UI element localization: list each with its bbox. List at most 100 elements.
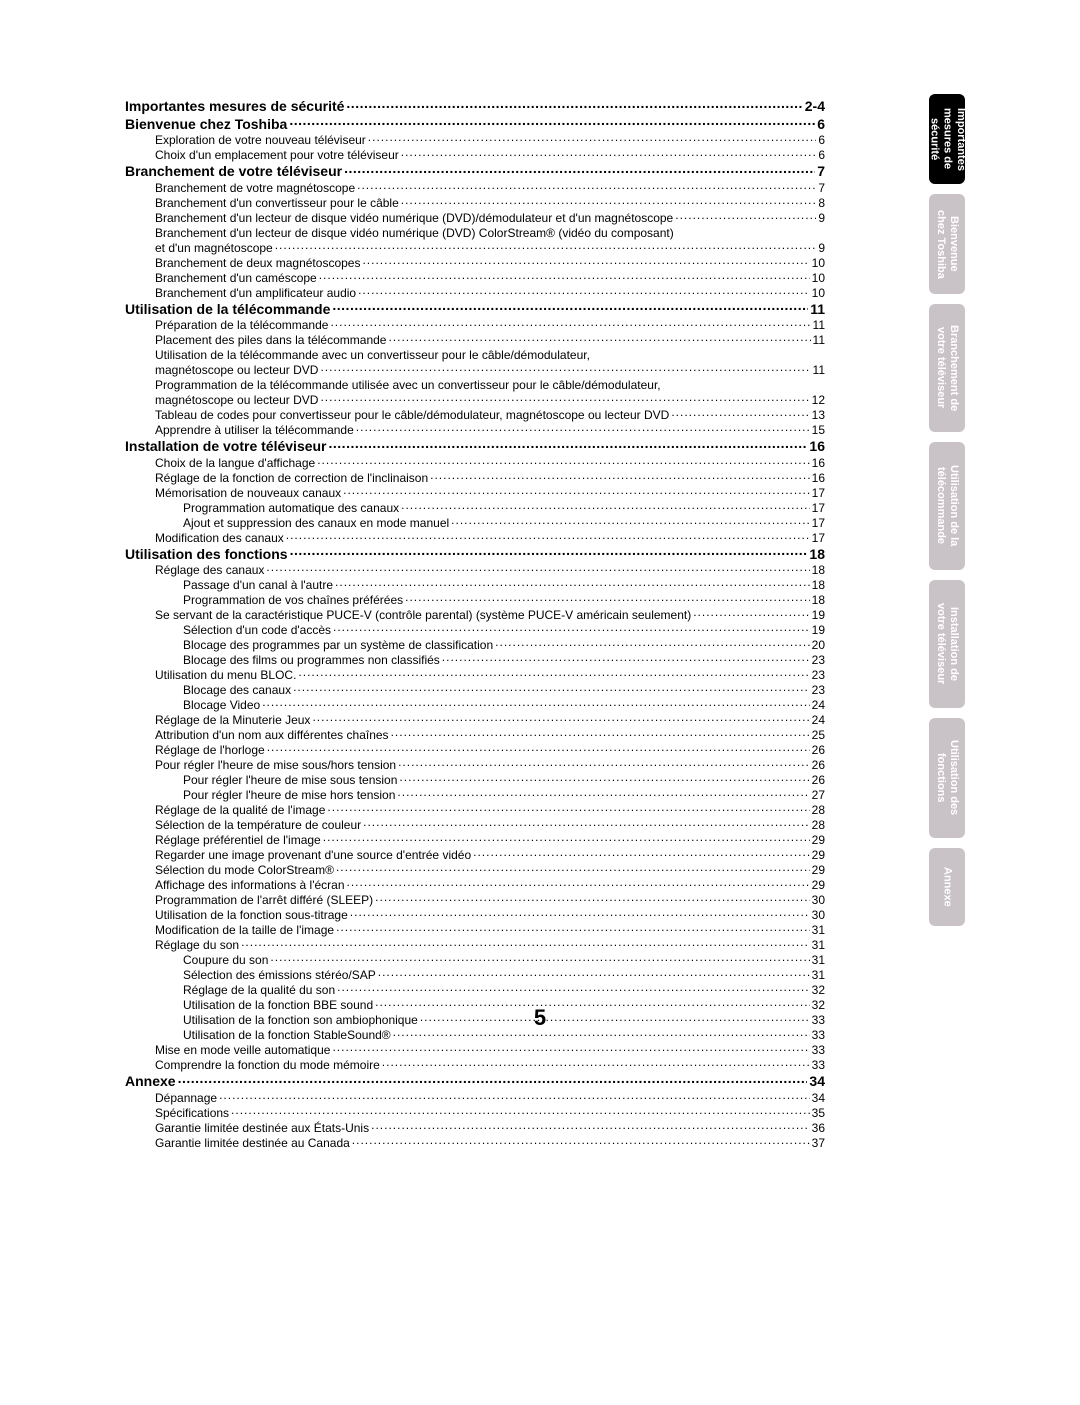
dot-leader <box>286 531 810 543</box>
toc-section-label: Importantes mesures de sécurité <box>125 98 344 116</box>
toc-page: 23 <box>812 683 825 698</box>
toc-page: 7 <box>818 181 825 196</box>
dot-leader <box>219 1091 810 1103</box>
dot-leader <box>323 833 810 845</box>
toc-page: 20 <box>812 638 825 653</box>
toc-sub: Réglage de l'horloge 26 <box>125 743 825 758</box>
toc-label: Programmation de vos chaînes préférées <box>183 593 403 608</box>
dot-leader <box>320 363 810 375</box>
toc-section-label: Branchement de votre téléviseur <box>125 163 342 181</box>
toc-sub: Réglage de la qualité de l'image 28 <box>125 803 825 818</box>
toc-sub: Sélection de la température de couleur 2… <box>125 818 825 833</box>
dot-leader <box>312 713 809 725</box>
toc-label: Blocage des canaux <box>183 683 291 698</box>
toc-label: Branchement d'un lecteur de disque vidéo… <box>155 211 673 226</box>
toc-label: Apprendre à utiliser la télécommande <box>155 423 354 438</box>
toc-label: Réglage des canaux <box>155 563 264 578</box>
toc-page: 31 <box>812 968 825 983</box>
toc-sub: Garantie limitée destinée aux États-Unis… <box>125 1121 825 1136</box>
toc-sub: Utilisation de la fonction sous-titrage … <box>125 908 825 923</box>
dot-leader <box>320 393 809 405</box>
toc-page: 26 <box>812 773 825 788</box>
dot-leader <box>398 758 810 770</box>
dot-leader <box>391 728 810 740</box>
dot-leader <box>319 271 810 283</box>
toc-label: Branchement de votre magnétoscope <box>155 181 355 196</box>
toc-page: 31 <box>812 953 825 968</box>
dot-leader <box>329 438 808 452</box>
dot-leader <box>289 116 815 130</box>
toc-label: Spécifications <box>155 1106 229 1121</box>
toc-label: Coupure du son <box>183 953 268 968</box>
toc-page: 7 <box>817 163 825 181</box>
toc-section: Annexe 34 <box>125 1073 825 1091</box>
toc-page: 18 <box>812 563 825 578</box>
toc-page: 29 <box>812 848 825 863</box>
toc-label: Garantie limitée destinée au Canada <box>155 1136 350 1151</box>
toc-page: 17 <box>812 516 825 531</box>
toc-sub: Spécifications 35 <box>125 1106 825 1121</box>
side-tab: Annexe <box>929 848 965 926</box>
toc-label: Attribution d'un nom aux différentes cha… <box>155 728 389 743</box>
toc-page: 37 <box>812 1136 825 1151</box>
toc-label: Tableau de codes pour convertisseur pour… <box>155 408 669 423</box>
toc-sub: et d'un magnétoscope 9 <box>125 241 825 256</box>
toc-label: Sélection du mode ColorStream® <box>155 863 334 878</box>
toc-page: 12 <box>812 393 825 408</box>
toc-sub: Mise en mode veille automatique 33 <box>125 1043 825 1058</box>
toc-page: 9 <box>818 241 825 256</box>
toc-page: 17 <box>812 501 825 516</box>
toc-subsub: Coupure du son 31 <box>125 953 825 968</box>
toc-page: 18 <box>812 578 825 593</box>
toc-label: Réglage du son <box>155 938 239 953</box>
dot-leader <box>401 148 817 160</box>
vertical-tabs: Importantes mesures de sécuritéBienvenue… <box>929 94 965 926</box>
toc-page: 11 <box>813 363 825 378</box>
toc-label: Réglage de la Minuterie Jeux <box>155 713 310 728</box>
toc-page: 26 <box>812 743 825 758</box>
toc-sub-continuation: Programmation de la télécommande utilisé… <box>125 378 825 393</box>
dot-leader <box>241 938 810 950</box>
toc-sub: Réglage de la fonction de correction de … <box>125 471 825 486</box>
toc-page: 16 <box>809 438 825 456</box>
dot-leader <box>270 953 809 965</box>
side-tab: Utilisation de la télécommande <box>929 442 965 570</box>
toc-label: Branchement de deux magnétoscopes <box>155 256 360 271</box>
toc-sub: Branchement d'un amplificateur audio 10 <box>125 286 825 301</box>
toc-label: Ajout et suppression des canaux en mode … <box>183 516 449 531</box>
toc-label: Sélection des émissions stéréo/SAP <box>183 968 376 983</box>
toc-sub: Sélection du mode ColorStream® 29 <box>125 863 825 878</box>
toc-page: 15 <box>812 423 825 438</box>
toc-subsub: Passage d'un canal à l'autre 18 <box>125 578 825 593</box>
dot-leader <box>375 893 809 905</box>
toc-label: Branchement d'un caméscope <box>155 271 317 286</box>
toc-subsub: Sélection des émissions stéréo/SAP 31 <box>125 968 825 983</box>
toc-page: 18 <box>812 593 825 608</box>
dot-leader <box>275 241 817 253</box>
dot-leader <box>344 163 815 177</box>
toc-page: 13 <box>812 408 825 423</box>
dot-leader <box>368 133 817 145</box>
toc-label: Mémorisation de nouveaux canaux <box>155 486 341 501</box>
dot-leader <box>350 908 810 920</box>
dot-leader <box>352 1136 810 1148</box>
toc-subsub: Blocage des films ou programmes non clas… <box>125 653 825 668</box>
toc-subsub: Blocage des programmes par un système de… <box>125 638 825 653</box>
dot-leader <box>337 983 810 995</box>
dot-leader <box>266 563 809 575</box>
toc-sub: Choix de la langue d'affichage 16 <box>125 456 825 471</box>
toc-page: 29 <box>812 833 825 848</box>
dot-leader <box>378 968 810 980</box>
page-number: 5 <box>0 1005 1080 1031</box>
toc-label: Exploration de votre nouveau téléviseur <box>155 133 366 148</box>
toc-sub: Comprendre la fonction du mode mémoire 3… <box>125 1058 825 1073</box>
dot-leader <box>382 1058 810 1070</box>
toc-label: Réglage préférentiel de l'image <box>155 833 321 848</box>
dot-leader <box>262 698 809 710</box>
dot-leader <box>451 516 809 528</box>
toc-subsub: Ajout et suppression des canaux en mode … <box>125 516 825 531</box>
toc-page: 33 <box>812 1043 825 1058</box>
dot-leader <box>178 1073 808 1087</box>
toc-label: Réglage de la fonction de correction de … <box>155 471 428 486</box>
toc-page: 6 <box>818 133 825 148</box>
